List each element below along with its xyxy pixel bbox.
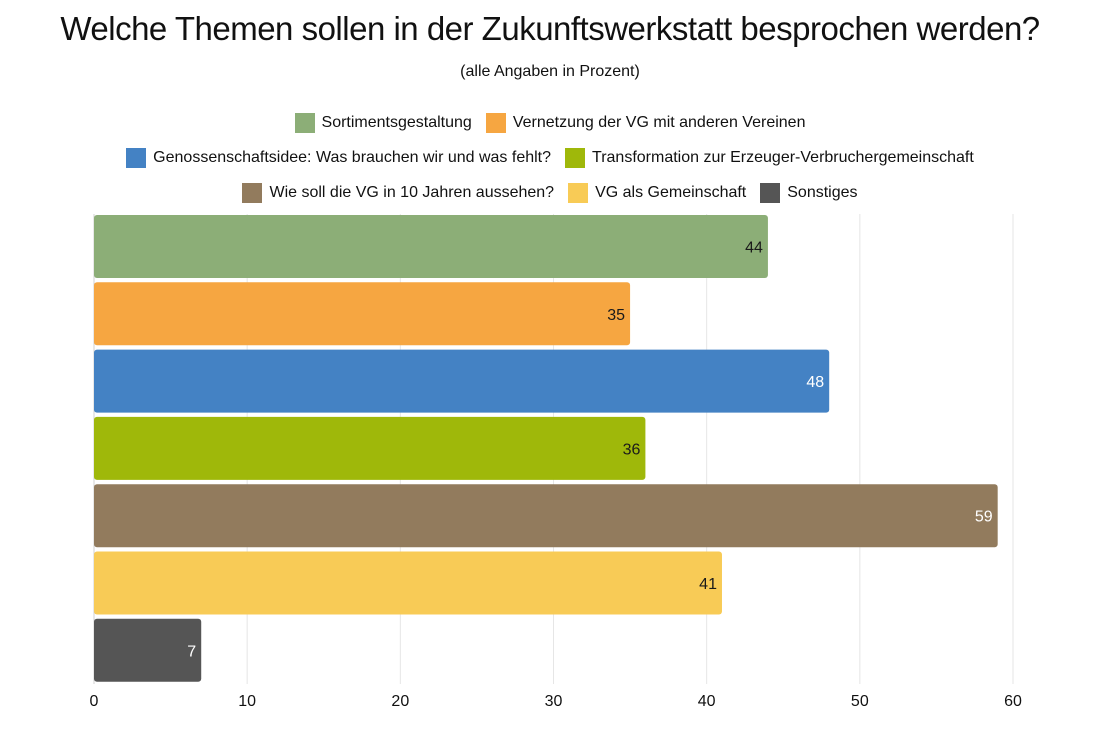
- legend-swatch: [565, 148, 586, 168]
- legend-label: Sortimentsgestaltung: [321, 114, 472, 131]
- legend-swatch: [760, 183, 781, 203]
- legend-item: Vernetzung der VG mit anderen Vereinen: [485, 113, 806, 133]
- bar-group: 35: [94, 282, 631, 346]
- bar-group: 59: [94, 484, 998, 548]
- x-axis-ticks: 0 10 20 30 40 50 60: [90, 693, 1022, 710]
- bar-value-label: 36: [623, 441, 641, 458]
- bar[interactable]: [94, 282, 631, 346]
- bar-value-label: 35: [607, 307, 625, 324]
- x-tick-label: 60: [1004, 693, 1022, 710]
- legend-label: Transformation zur Erzeuger-Verbrucherge…: [592, 149, 974, 166]
- x-tick-label: 10: [238, 693, 256, 710]
- bar-group: 48: [94, 349, 830, 413]
- x-tick-label: 0: [90, 693, 99, 710]
- chart-subtitle: (alle Angaben in Prozent): [460, 63, 640, 80]
- legend-item: VG als Gemeinschaft: [568, 183, 746, 203]
- bar[interactable]: [94, 416, 646, 480]
- legend-row: Genossenschaftsidee: Was brauchen wir un…: [0, 145, 1100, 171]
- chart-legend: Sortimentsgestaltung Vernetzung der VG mi…: [0, 110, 1100, 215]
- legend-row: Wie soll die VG in 10 Jahren aussehen? VG…: [0, 180, 1100, 206]
- legend-label: VG als Gemeinschaft: [595, 184, 747, 201]
- legend-label: Genossenschaftsidee: Was brauchen wir un…: [153, 149, 552, 166]
- legend-label: Vernetzung der VG mit anderen Vereinen: [512, 114, 806, 131]
- chart-title: Welche Themen sollen in der Zukunftswerk…: [60, 10, 1040, 47]
- x-tick-label: 30: [545, 693, 563, 710]
- bar-group: 36: [94, 416, 646, 480]
- legend-swatch: [485, 113, 506, 133]
- legend-swatch: [568, 183, 589, 203]
- legend-item: Transformation zur Erzeuger-Verbrucherge…: [565, 148, 974, 168]
- bar-value-label: 7: [187, 643, 196, 660]
- bar-value-label: 41: [699, 576, 717, 593]
- legend-swatch: [242, 183, 263, 203]
- bar-group: 44: [94, 215, 768, 278]
- legend-swatch: [126, 148, 147, 168]
- legend-label: Wie soll die VG in 10 Jahren aussehen?: [269, 184, 555, 201]
- bar-value-label: 59: [975, 509, 993, 526]
- legend-swatch: [294, 113, 315, 133]
- bar[interactable]: [94, 484, 998, 548]
- bar[interactable]: [94, 349, 830, 413]
- legend-item: Sortimentsgestaltung: [294, 113, 472, 133]
- x-tick-label: 20: [391, 693, 409, 710]
- bar-group: 41: [94, 551, 722, 615]
- bar[interactable]: [94, 215, 768, 278]
- chart-bars: 44 35 48 36 59 41 7: [94, 215, 998, 682]
- legend-row: Sortimentsgestaltung Vernetzung der VG mi…: [0, 110, 1100, 136]
- legend-item: Sonstiges: [760, 183, 858, 203]
- legend-item: Genossenschaftsidee: Was brauchen wir un…: [126, 148, 551, 168]
- bar-value-label: 44: [745, 240, 763, 257]
- legend-item: Wie soll die VG in 10 Jahren aussehen?: [242, 183, 554, 203]
- x-tick-label: 40: [698, 693, 716, 710]
- bar[interactable]: [94, 618, 202, 682]
- bar[interactable]: [94, 551, 722, 615]
- x-tick-label: 50: [851, 693, 869, 710]
- bar-group: 7: [94, 618, 202, 682]
- legend-label: Sonstiges: [787, 184, 858, 201]
- bar-value-label: 48: [806, 374, 824, 391]
